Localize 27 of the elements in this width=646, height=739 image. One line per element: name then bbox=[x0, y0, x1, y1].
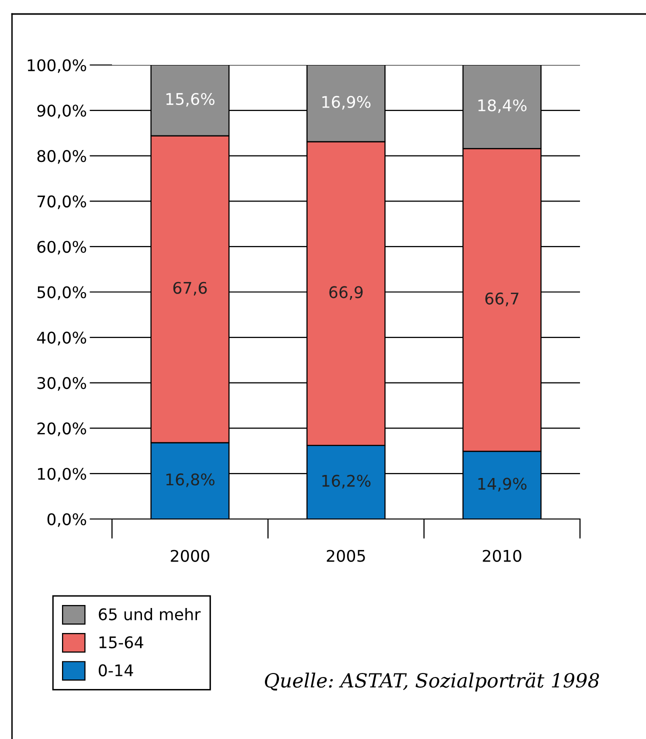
data-label: 18,4% bbox=[478, 99, 526, 114]
legend-label: 15-64 bbox=[99, 636, 144, 648]
y-tick-label: 50,0% bbox=[37, 286, 86, 300]
legend-label: 65 und mehr bbox=[98, 608, 201, 620]
y-tick-label: 0,0% bbox=[47, 513, 86, 527]
data-label: 15,6% bbox=[166, 92, 214, 107]
y-tick-label: 70,0% bbox=[38, 195, 86, 210]
data-label: 16,2% bbox=[322, 474, 370, 488]
data-label: 66,9 bbox=[329, 286, 363, 300]
y-tick-label: 90,0% bbox=[37, 104, 86, 118]
data-label: 66,7 bbox=[485, 292, 518, 306]
data-label: 67,6 bbox=[173, 282, 207, 296]
y-tick-label: 100,0% bbox=[28, 59, 86, 73]
data-label: 14,9% bbox=[478, 478, 526, 492]
data-label: 16,9% bbox=[322, 96, 370, 110]
data-label: 16,8% bbox=[166, 473, 214, 488]
x-tick-label: 2000 bbox=[170, 550, 210, 562]
x-tick-label: 2010 bbox=[482, 550, 522, 562]
y-tick-label: 40,0% bbox=[37, 332, 86, 346]
y-tick-label: 60,0% bbox=[37, 240, 86, 255]
y-tick-label: 10,0% bbox=[38, 468, 86, 482]
x-tick-label: 2005 bbox=[326, 550, 365, 562]
y-tick-label: 20,0% bbox=[37, 422, 86, 436]
legend-label: 0-14 bbox=[98, 664, 134, 676]
source-note: Quelle: ASTAT, Sozialporträt 1998 bbox=[264, 672, 600, 692]
y-tick-label: 80,0% bbox=[37, 150, 86, 164]
y-tick-label: 30,0% bbox=[37, 377, 86, 391]
